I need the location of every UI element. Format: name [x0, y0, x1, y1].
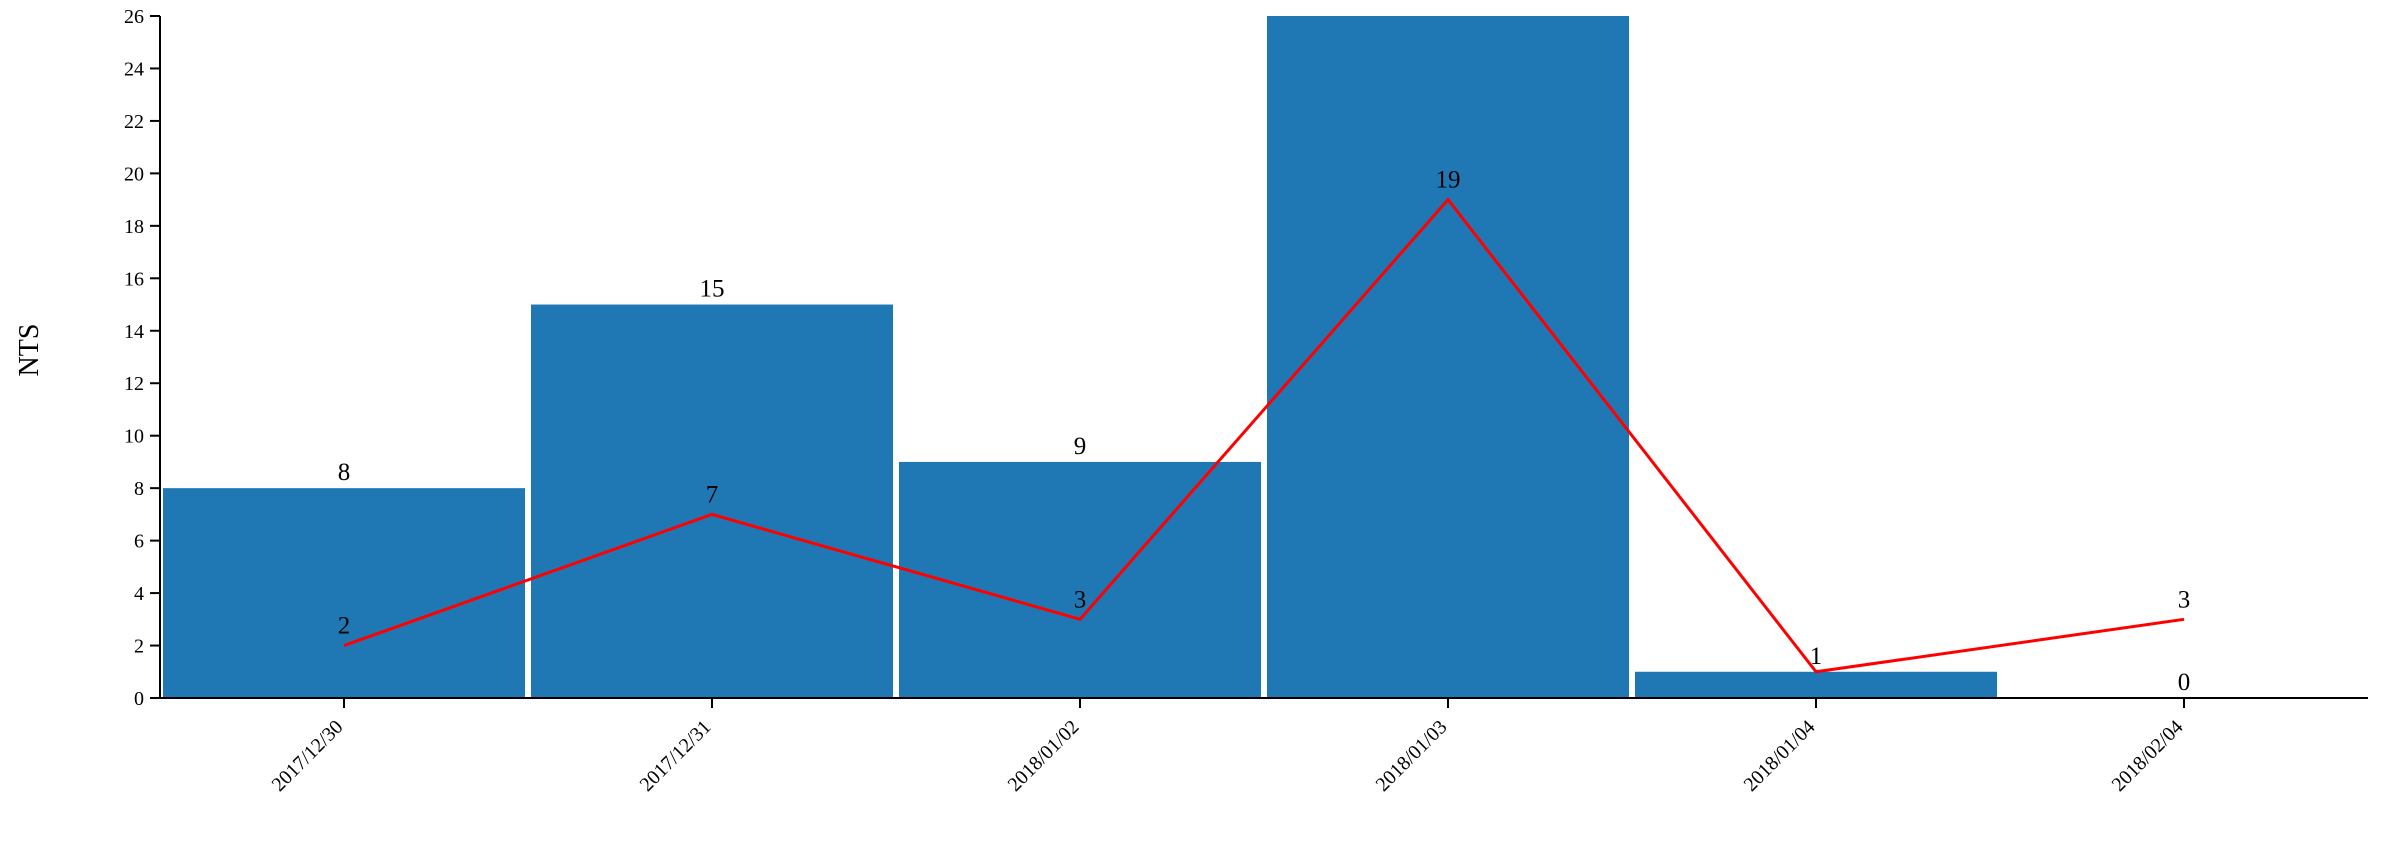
bar-value-label: 15 — [700, 276, 725, 303]
y-tick-label: 4 — [134, 583, 144, 605]
x-tick-label: 2018/01/02 — [1004, 716, 1084, 796]
y-tick-label: 24 — [124, 58, 144, 80]
bar — [163, 488, 525, 698]
line-point-label: 19 — [1436, 167, 1461, 194]
y-tick-label: 22 — [124, 111, 144, 133]
bar-value-label: 0 — [2178, 669, 2191, 696]
y-tick-label: 12 — [124, 373, 144, 395]
y-axis-title: NTS — [14, 323, 45, 377]
y-tick-label: 0 — [134, 688, 144, 710]
y-tick-label: 6 — [134, 531, 144, 553]
y-tick-label: 10 — [124, 426, 144, 448]
y-tick-label: 26 — [124, 6, 144, 28]
line-point-label: 3 — [1074, 586, 1087, 613]
x-tick-label: 2018/01/04 — [1740, 716, 1820, 796]
bar — [1267, 16, 1629, 698]
y-tick-label: 8 — [134, 478, 144, 500]
x-tick-label: 2018/01/03 — [1372, 716, 1452, 796]
y-tick-label: 18 — [124, 216, 144, 238]
bar — [899, 461, 1261, 698]
bar — [1635, 671, 1997, 698]
x-tick-label: 2018/02/04 — [2108, 716, 2188, 796]
x-tick-label: 2017/12/30 — [268, 716, 348, 796]
x-tick-label: 2017/12/31 — [636, 716, 716, 796]
y-tick-label: 16 — [124, 268, 144, 290]
bar-value-label: 1 — [1810, 643, 1823, 670]
bar-value-label: 8 — [338, 459, 351, 486]
bar-value-label: 9 — [1074, 433, 1087, 460]
y-tick-label: 14 — [124, 321, 144, 343]
line-point-label: 3 — [2178, 586, 2191, 613]
y-tick-label: 2 — [134, 636, 144, 658]
bar — [531, 304, 893, 698]
y-tick-label: 20 — [124, 163, 144, 185]
line-point-label: 7 — [706, 481, 719, 508]
line-point-label: 2 — [338, 613, 351, 640]
line-series — [343, 197, 2185, 674]
